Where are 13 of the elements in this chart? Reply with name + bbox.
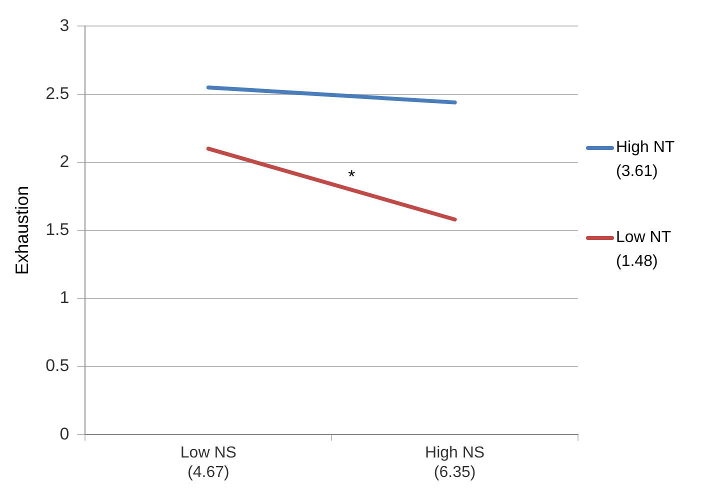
y-tick-label: 2.5	[46, 84, 70, 103]
y-tick-label: 1.5	[46, 220, 70, 240]
y-tick-label: 2	[60, 152, 70, 172]
y-tick-label: 0	[60, 424, 70, 444]
y-tick-label: 0.5	[46, 356, 70, 376]
legend-label: High NT (3.61)	[616, 138, 676, 182]
annotation: *	[348, 166, 356, 186]
x-tick-label: Low NS (4.67)	[180, 444, 236, 481]
y-axis-title: Exhaustion	[12, 186, 32, 275]
legend-label: Low NT (1.48)	[616, 228, 672, 272]
x-tick-label: High NS (6.35)	[425, 444, 485, 481]
y-tick-label: 1	[60, 288, 70, 308]
y-tick-label: 3	[60, 16, 70, 35]
